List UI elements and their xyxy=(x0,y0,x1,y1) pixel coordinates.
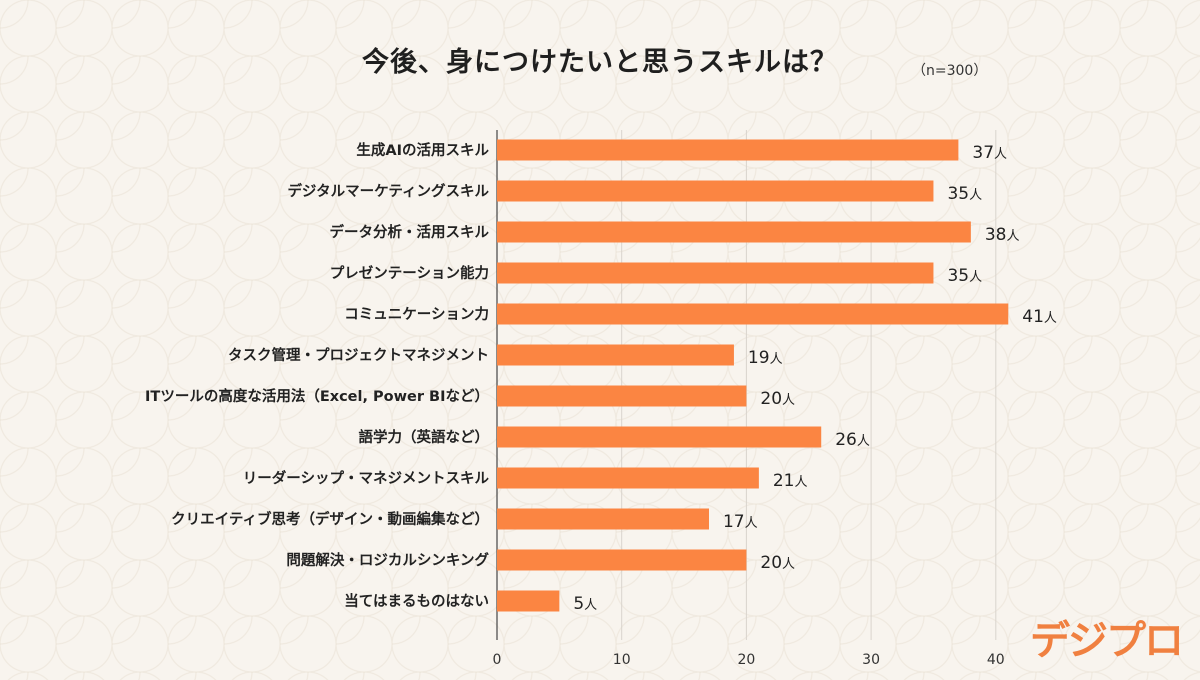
category-label: 当てはまるものはない xyxy=(344,592,489,610)
x-tick-label: 10 xyxy=(613,652,631,668)
data-label: 20人 xyxy=(760,389,795,409)
data-label: 17人 xyxy=(723,512,758,532)
category-label: データ分析・活用スキル xyxy=(330,223,490,241)
bar xyxy=(497,467,759,489)
x-axis-ticks: 0 10 20 30 40 xyxy=(493,652,1005,668)
category-label: クリエイティブ思考（デザイン・動画編集など） xyxy=(171,510,489,528)
data-label: 35人 xyxy=(947,266,982,286)
data-label: 41人 xyxy=(1022,307,1057,327)
bar xyxy=(497,508,709,530)
bar xyxy=(497,139,959,161)
x-tick-label: 0 xyxy=(493,652,502,668)
data-label: 20人 xyxy=(760,553,795,573)
data-label: 26人 xyxy=(835,430,870,450)
x-tick-label: 30 xyxy=(862,652,880,668)
category-label: 語学力（英語など） xyxy=(359,428,490,446)
x-tick-label: 40 xyxy=(987,652,1005,668)
bar xyxy=(497,385,747,407)
category-label: コミュニケーション力 xyxy=(344,305,489,323)
bar xyxy=(497,262,934,284)
data-label: 38人 xyxy=(985,225,1020,245)
data-label: 21人 xyxy=(773,471,808,491)
bar xyxy=(497,180,934,202)
data-label: 19人 xyxy=(748,348,783,368)
category-label: ITツールの高度な活用法（Excel, Power BIなど） xyxy=(145,387,489,405)
bars xyxy=(497,139,1009,612)
bar xyxy=(497,590,560,612)
data-label: 35人 xyxy=(947,184,982,204)
bar xyxy=(497,344,734,366)
x-tick-label: 20 xyxy=(737,652,755,668)
category-label: プレゼンテーション能力 xyxy=(330,264,489,282)
data-label: 5人 xyxy=(573,594,597,614)
bar xyxy=(497,221,971,243)
bar xyxy=(497,303,1009,325)
category-label: 生成AIの活用スキル xyxy=(356,141,489,159)
chart-title: 今後、身につけたいと思うスキルは？ xyxy=(362,47,838,78)
category-label: 問題解決・ロジカルシンキング xyxy=(286,551,489,569)
sample-size-label: （n=300） xyxy=(912,63,988,79)
category-label: タスク管理・プロジェクトマネジメント xyxy=(228,346,489,364)
category-label: リーダーシップ・マネジメントスキル xyxy=(243,469,490,487)
bar xyxy=(497,549,747,571)
bar xyxy=(497,426,822,448)
data-label: 37人 xyxy=(972,143,1007,163)
brand-logo: デジプロ xyxy=(1030,618,1184,664)
category-label: デジタルマーケティングスキル xyxy=(287,182,489,200)
